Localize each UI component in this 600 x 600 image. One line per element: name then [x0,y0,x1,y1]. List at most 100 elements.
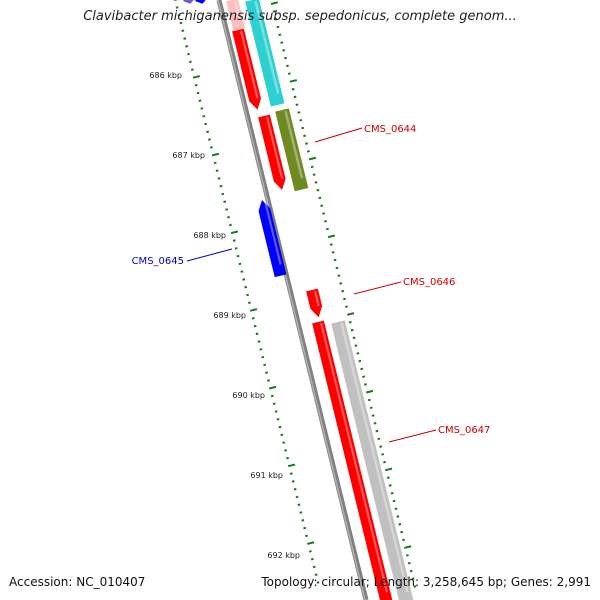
inner-ring-tick [278,425,282,429]
inner-ring-tick [267,379,270,382]
inner-ring-tick [293,487,297,491]
outer-ring-tick [274,17,278,21]
inner-ring-tick [284,449,288,452]
cds-red-a[interactable] [232,28,261,110]
cds-red-a-shine [240,31,259,99]
inner-ring-tick [276,418,280,421]
outer-ring-tick [318,196,322,200]
outer-ring-tick [352,336,356,340]
cds-red-b[interactable] [258,114,286,190]
inner-ring-tick [190,68,194,71]
outer-ring-tick [305,142,308,145]
outer-ring-tick [346,312,355,316]
outer-ring-tick [329,243,333,246]
outer-ring-tick [386,476,390,479]
outer-ring-tick [280,41,284,44]
inner-ring-tick [312,565,316,569]
cds-cyan-a-shine [254,0,280,94]
outer-ring-tick [407,561,411,565]
outer-ring-tick [293,95,297,99]
cds-blue-top[interactable] [194,0,207,4]
outer-ring-tick [339,282,343,285]
cds-cms-0646[interactable] [306,288,323,318]
inner-ring-tick [238,262,242,266]
cds-cms-0644[interactable] [275,108,309,192]
inner-ring-tick [305,534,309,538]
outer-ring-tick [377,437,381,441]
cds-cms-0644-shine [284,110,304,179]
cds-pink-top[interactable] [226,0,245,31]
inner-ring-tick [211,152,220,157]
inner-ring-tick [175,6,179,9]
outer-ring-tick [303,134,307,138]
outer-ring-tick [354,344,358,347]
inner-ring-tick [253,324,257,328]
outer-ring-tick [327,234,336,239]
cds-cms-0645[interactable] [258,200,287,278]
inner-ring-tick [299,511,303,514]
outer-ring-tick [379,445,383,448]
gene-label-cms-0647[interactable]: CMS_0647 [438,425,490,436]
outer-ring-tick [345,305,348,309]
inner-ring-tick [307,541,315,545]
outer-ring-tick [350,328,354,332]
outer-ring-tick [282,49,286,52]
genome-backbone-shade [217,0,366,600]
outer-ring-tick [394,507,398,511]
inner-ring-tick [268,385,277,390]
outer-ring-tick [297,111,301,114]
inner-ring-tick [228,223,232,227]
inner-ring-tick [219,184,223,188]
inner-ring-tick [234,247,238,250]
gene-label-line-cms-0647 [388,429,437,443]
outer-ring-tick [333,258,337,262]
inner-ring-tick [185,45,189,48]
outer-ring-tick [411,577,415,580]
outer-tick-ring [270,1,417,588]
inner-ring-tick [263,363,267,367]
scale-label-687: 687 kbp [172,151,205,160]
cds-cms-0645-shine [264,201,282,265]
outer-ring-tick [356,352,360,355]
inner-ring-tick [316,581,320,584]
outer-ring-tick [325,227,329,231]
outer-ring-tick [400,530,404,534]
outer-ring-tick [362,375,366,378]
inner-ring-tick [194,83,198,87]
cds-grey-c-shine [340,322,409,593]
cds-red-c[interactable] [312,320,393,600]
cds-cyan-a[interactable] [245,0,285,107]
outer-ring-tick [301,126,305,130]
cds-red-c-shine [320,323,389,593]
inner-ring-tick [314,573,318,576]
inner-ring-tick [274,410,278,413]
outer-ring-tick [371,414,375,417]
cds-grey-c[interactable] [331,320,414,600]
inner-ring-tick [272,402,276,406]
scale-label-686: 686 kbp [149,71,182,80]
gene-label-cms-0646[interactable]: CMS_0646 [403,277,455,288]
outer-ring-tick [299,118,303,122]
gene-label-cms-0644[interactable]: CMS_0644 [364,124,416,135]
map-title: Clavibacter michiganensis subsp. sepedon… [83,9,517,24]
outer-ring-tick [396,515,400,518]
inner-ring-tick [209,146,213,149]
inner-ring-tick [282,441,286,444]
outer-ring-tick [367,398,371,402]
outer-ring-tick [360,367,364,371]
inner-tick-ring [174,0,320,584]
outer-ring-tick [405,554,409,557]
inner-ring-tick [286,456,289,460]
outer-ring-tick [369,406,373,410]
inner-ring-tick [249,308,258,312]
cds-purple-top[interactable] [182,0,195,4]
outer-ring-tick [409,569,413,573]
inner-ring-tick [270,394,274,398]
outer-ring-tick [314,181,318,184]
outer-ring-tick [381,453,385,456]
outer-ring-tick [383,460,386,464]
outer-ring-tick [343,297,347,301]
outer-ring-tick [291,87,295,91]
inner-ring-tick [204,122,208,126]
gene-label-cms-0645[interactable]: CMS_0645 [132,256,184,267]
